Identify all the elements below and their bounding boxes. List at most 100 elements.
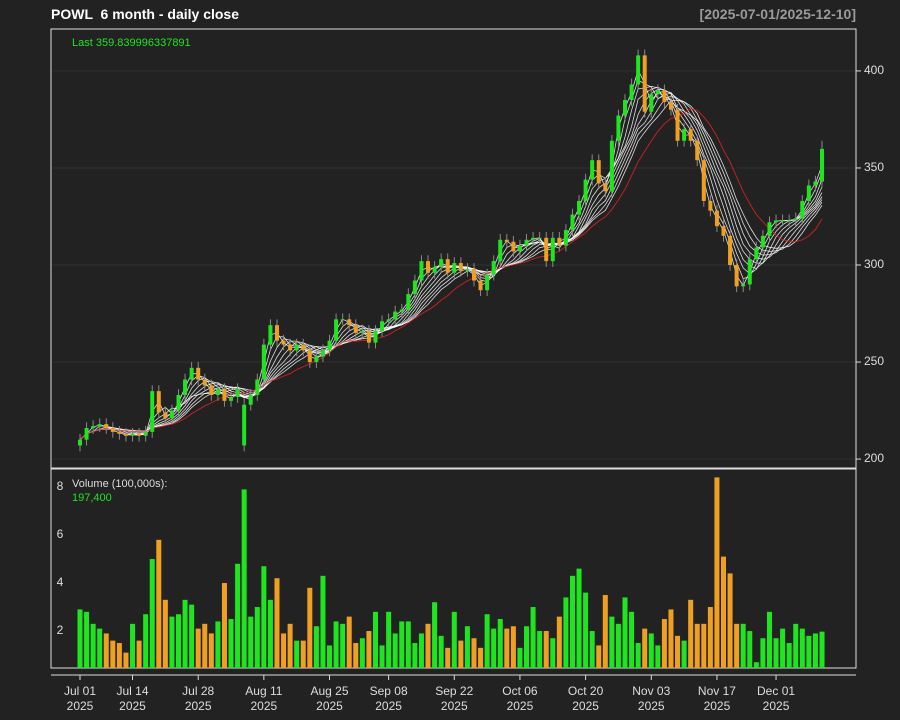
candle-body: [688, 129, 693, 141]
candle-body: [215, 389, 220, 396]
x-tick-label: Aug 25 2025: [310, 684, 349, 713]
candle-body: [629, 84, 634, 101]
candle-body: [682, 129, 687, 141]
volume-bar: [648, 633, 654, 668]
volume-bar: [714, 477, 720, 668]
y-tick-label: 400: [864, 63, 884, 77]
moving-average: [79, 90, 823, 440]
volume-bar: [576, 568, 582, 668]
volume-bar: [609, 616, 615, 668]
candle-body: [426, 261, 431, 273]
volume-bar: [425, 623, 431, 668]
candle-body: [406, 294, 411, 310]
candle-body: [334, 319, 339, 341]
candle-body: [176, 395, 181, 411]
volume-bar: [655, 645, 661, 668]
volume-bar: [379, 645, 385, 668]
candle-body: [583, 179, 588, 201]
candle-body: [439, 259, 444, 267]
candle-body: [557, 237, 562, 246]
y-tick-label: 300: [864, 257, 884, 271]
volume-bar: [346, 616, 352, 668]
x-tick-label: Oct 06 2025: [502, 684, 538, 713]
volume-bar: [819, 631, 825, 668]
volume-bar: [143, 614, 149, 668]
volume-bar: [267, 599, 273, 668]
volume-bar: [451, 611, 457, 668]
volume-bar: [235, 563, 241, 668]
candle-body: [655, 90, 660, 95]
volume-bar: [281, 633, 287, 668]
candle-body: [340, 319, 345, 321]
candle-body: [143, 431, 148, 436]
candle-body: [347, 319, 352, 326]
candle-body: [504, 239, 509, 242]
volume-bar: [320, 575, 326, 668]
last-price-label: Last 359.839996337891: [72, 37, 191, 49]
candle-body: [110, 428, 115, 432]
candle-body: [307, 350, 312, 363]
volume-bar: [175, 614, 181, 668]
volume-bar: [366, 631, 372, 668]
candle-body: [813, 181, 818, 186]
candle-body: [123, 433, 128, 436]
volume-bar: [195, 628, 201, 668]
volume-bar: [504, 628, 510, 668]
volume-bar: [497, 619, 503, 668]
volume-bar: [274, 578, 280, 668]
volume-bar: [405, 621, 411, 668]
volume-bar: [793, 623, 799, 668]
candle-body: [235, 389, 240, 397]
candle-body: [373, 330, 378, 343]
volume-bar: [241, 489, 247, 668]
candle-body: [353, 325, 358, 333]
volume-bar: [786, 643, 792, 668]
candle-body: [360, 330, 365, 333]
volume-bar: [471, 638, 477, 668]
volume-bar: [589, 631, 595, 668]
candle-body: [320, 350, 325, 357]
volume-bar: [307, 587, 313, 668]
candle-body: [609, 140, 614, 192]
volume-bar: [77, 609, 83, 668]
volume-tick-label: 8: [57, 479, 64, 493]
candle-body: [701, 160, 706, 201]
candle-body: [183, 379, 188, 396]
candle-body: [445, 259, 450, 273]
candle-body: [531, 237, 536, 240]
volume-bar: [294, 640, 300, 668]
candle-body: [767, 222, 772, 236]
volume-bar: [780, 628, 786, 668]
candle-body: [550, 237, 555, 262]
volume-bar: [458, 640, 464, 668]
candle-body: [524, 239, 529, 246]
chart-title: POWL 6 month - daily close: [51, 6, 239, 22]
candle-body: [728, 235, 733, 265]
candle-body: [97, 424, 102, 427]
candle-body: [393, 311, 398, 320]
volume-bar: [747, 631, 753, 668]
candle-body: [787, 220, 792, 222]
volume-bar: [208, 633, 214, 668]
volume-bar: [333, 621, 339, 668]
volume-bar: [215, 621, 221, 668]
volume-bar: [596, 645, 602, 668]
volume-bar: [681, 640, 687, 668]
candle-body: [274, 325, 279, 341]
candle-body: [596, 160, 601, 184]
volume-bar: [563, 597, 569, 668]
volume-bar: [721, 556, 727, 668]
candle-body: [261, 344, 266, 380]
candle-body: [820, 148, 824, 182]
x-tick-label: Jul 14 2025: [116, 684, 149, 713]
volume-bar: [445, 647, 451, 668]
candle-body: [577, 200, 582, 215]
volume-bar: [136, 640, 142, 668]
candle-body: [137, 433, 142, 436]
candle-body: [485, 274, 490, 291]
candle-body: [544, 237, 549, 262]
y-tick-label: 200: [864, 451, 884, 465]
candle-body: [741, 284, 746, 287]
volume-bar: [799, 628, 805, 668]
x-tick-label: Dec 01 2025: [757, 684, 796, 713]
